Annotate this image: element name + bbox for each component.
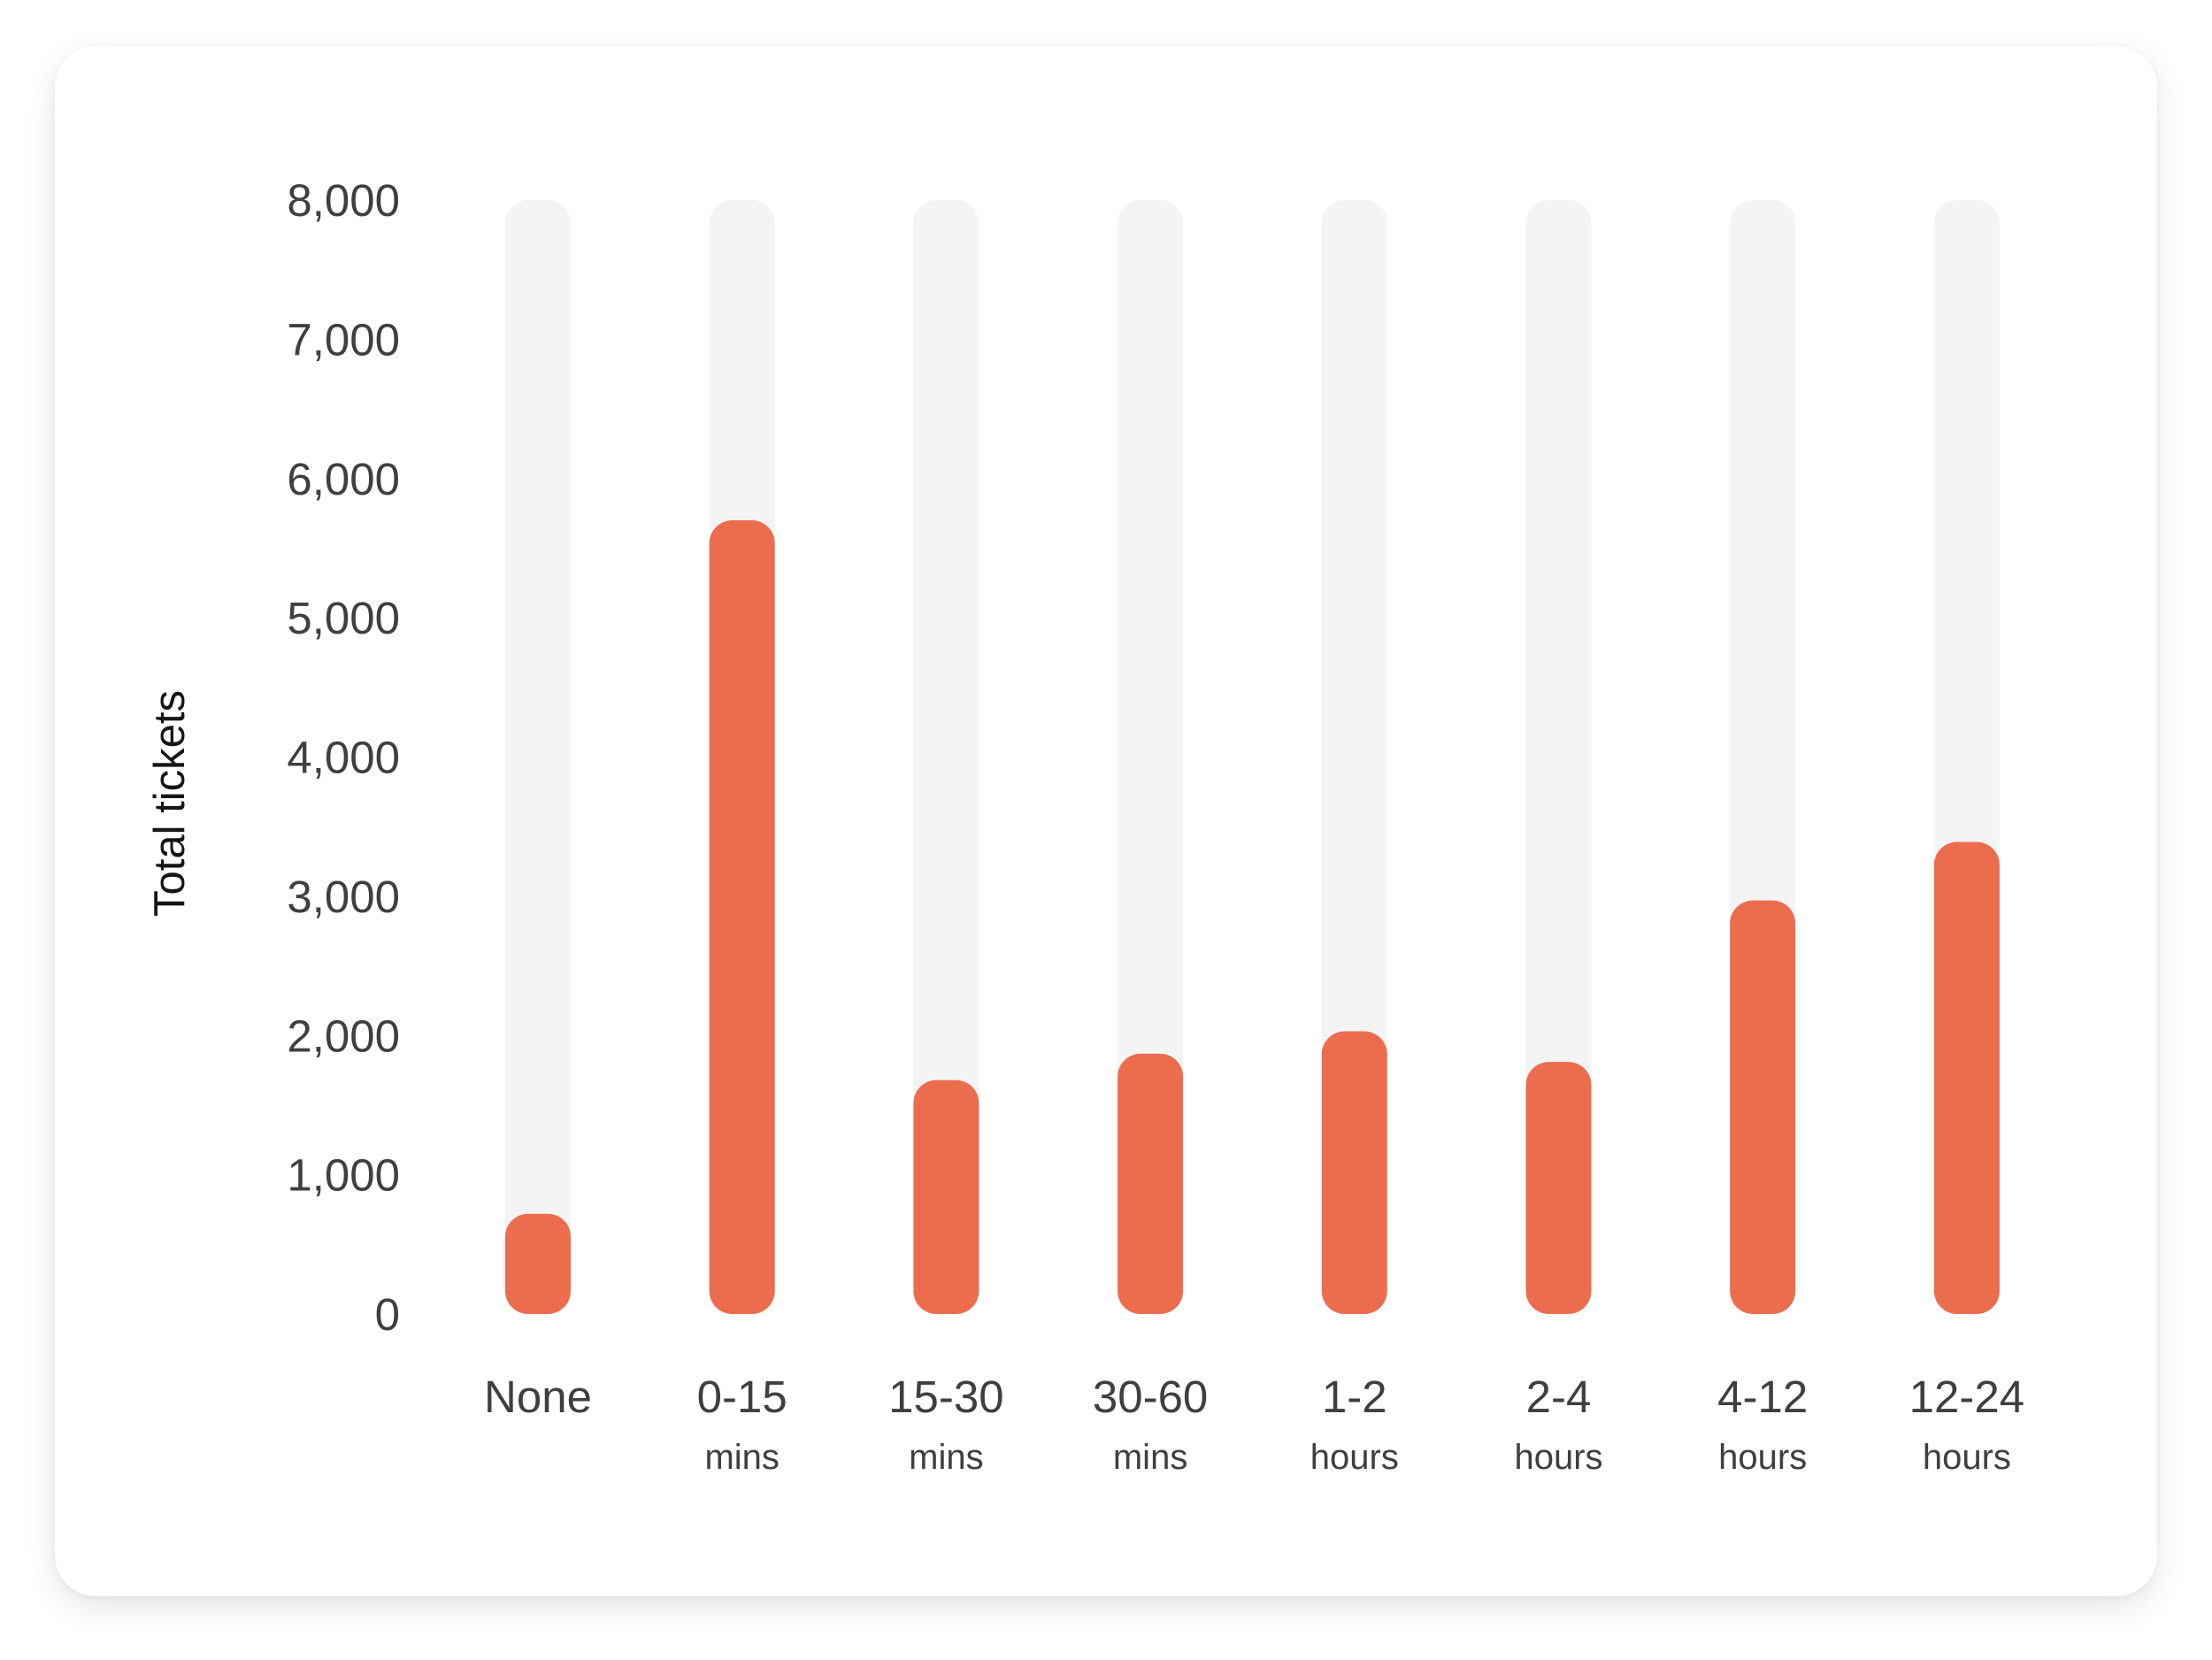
x-tick-label: None: [484, 1372, 592, 1422]
y-tick-label: 3,000: [287, 872, 400, 922]
bar: [1730, 900, 1796, 1314]
bar-track: [1118, 200, 1184, 1314]
y-axis-label: Total tickets: [146, 690, 194, 917]
y-tick-label: 0: [375, 1289, 400, 1340]
x-tick-sublabel: hours: [1718, 1438, 1807, 1477]
y-tick-label: 7,000: [287, 314, 400, 365]
x-tick-label: 1-2: [1322, 1372, 1387, 1422]
x-tick-sublabel: mins: [1113, 1438, 1187, 1477]
y-tick-label: 1,000: [287, 1150, 400, 1201]
bar-track: [913, 200, 979, 1314]
y-tick-label: 4,000: [287, 733, 400, 783]
y-tick-label: 6,000: [287, 454, 400, 504]
bar: [1321, 1031, 1387, 1314]
x-tick-sublabel: hours: [1514, 1438, 1602, 1477]
x-tick-label: 15-30: [888, 1372, 1003, 1422]
bars: [505, 519, 2000, 1314]
bar-track: [1525, 200, 1592, 1314]
x-axis-labels: None 0-15 mins 15-30 mins 30-60 mins 1-2 hours 2-…: [484, 1372, 2024, 1477]
bar: [505, 1213, 571, 1314]
bar: [1525, 1062, 1592, 1314]
bar: [913, 1080, 979, 1314]
y-tick-label: 2,000: [287, 1011, 400, 1061]
x-tick-sublabel: hours: [1310, 1438, 1399, 1477]
x-tick-label: 30-60: [1093, 1372, 1208, 1422]
x-tick-sublabel: mins: [704, 1438, 779, 1477]
bar: [1933, 842, 2000, 1314]
x-tick-label: 2-4: [1526, 1372, 1592, 1422]
bar: [1118, 1053, 1184, 1314]
y-tick-label: 5,000: [287, 593, 400, 643]
x-tick-label: 4-12: [1717, 1372, 1808, 1422]
x-tick-sublabel: hours: [1923, 1438, 2011, 1477]
x-tick-label: 12-24: [1909, 1372, 2024, 1422]
x-tick-label: 0-15: [697, 1372, 787, 1422]
bar-track: [505, 200, 571, 1314]
bar: [709, 519, 775, 1314]
y-axis-ticks: 0 1,000 2,000 3,000 4,000 5,000 6,000 7,000 8,00…: [287, 175, 400, 1340]
y-tick-label: 8,000: [287, 175, 400, 226]
x-tick-sublabel: mins: [909, 1438, 983, 1477]
chart-card: [55, 46, 2157, 1596]
